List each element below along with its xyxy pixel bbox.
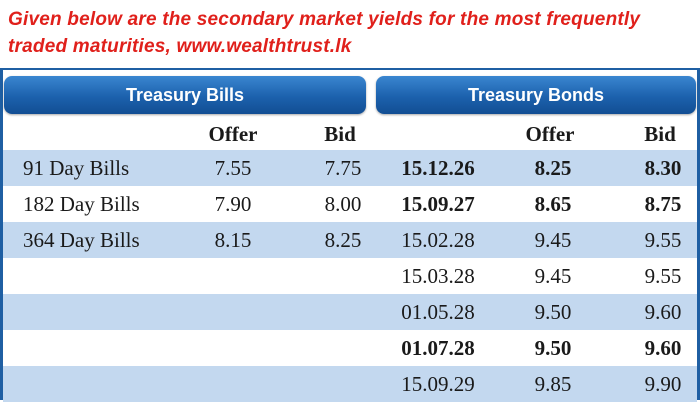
table-row: 182 Day Bills 7.90 8.00 15.09.27 8.65 8.… xyxy=(3,186,697,222)
bond-maturity: 01.07.28 xyxy=(401,336,475,360)
table-row: 15.09.29 9.85 9.90 xyxy=(3,366,697,402)
bill-bid: 8.25 xyxy=(324,228,362,252)
bond-bid: 9.55 xyxy=(644,228,682,252)
bond-offer: 9.50 xyxy=(534,300,572,324)
bills-bid-column-header: Bid xyxy=(324,122,356,146)
bill-name: 182 Day Bills xyxy=(23,192,140,216)
treasury-bonds-header: Treasury Bonds xyxy=(376,76,696,114)
bond-offer: 8.25 xyxy=(534,156,572,180)
bonds-offer-column-header: Offer xyxy=(525,122,575,146)
bond-offer: 8.65 xyxy=(534,192,572,216)
bond-bid: 9.60 xyxy=(644,300,682,324)
bonds-bid-column-header: Bid xyxy=(644,122,676,146)
bond-bid: 9.60 xyxy=(644,336,682,360)
bill-name: 364 Day Bills xyxy=(23,228,140,252)
bill-bid: 7.75 xyxy=(324,156,362,180)
treasury-bills-header: Treasury Bills xyxy=(4,76,366,114)
table-row: 364 Day Bills 8.15 8.25 15.02.28 9.45 9.… xyxy=(3,222,697,258)
table-row: 01.07.28 9.50 9.60 xyxy=(3,330,697,366)
bond-maturity: 01.05.28 xyxy=(401,300,475,324)
bill-offer: 7.55 xyxy=(214,156,252,180)
table-row: 15.03.28 9.45 9.55 xyxy=(3,258,697,294)
yields-table: Treasury Bills Treasury Bonds Offer Bid … xyxy=(0,68,700,402)
bond-maturity: 15.03.28 xyxy=(401,264,475,288)
bond-maturity: 15.02.28 xyxy=(401,228,475,252)
bond-maturity: 15.12.26 xyxy=(401,156,475,180)
bill-name: 91 Day Bills xyxy=(23,156,130,180)
table-row: 01.05.28 9.50 9.60 xyxy=(3,294,697,330)
bond-offer: 9.50 xyxy=(534,336,572,360)
bond-maturity: 15.09.29 xyxy=(401,372,475,396)
bond-offer: 9.45 xyxy=(534,228,572,252)
bills-offer-column-header: Offer xyxy=(208,122,258,146)
table-row: 91 Day Bills 7.55 7.75 15.12.26 8.25 8.3… xyxy=(3,150,697,186)
bond-maturity: 15.09.27 xyxy=(401,192,475,216)
bond-offer: 9.45 xyxy=(534,264,572,288)
bond-offer: 9.85 xyxy=(534,372,572,396)
bond-bid: 9.55 xyxy=(644,264,682,288)
bill-offer: 8.15 xyxy=(214,228,252,252)
bill-bid: 8.00 xyxy=(324,192,362,216)
bill-offer: 7.90 xyxy=(214,192,252,216)
bond-bid: 8.30 xyxy=(644,156,682,180)
bond-bid: 9.90 xyxy=(644,372,682,396)
yields-caption: Given below are the secondary market yie… xyxy=(8,9,641,57)
bond-bid: 8.75 xyxy=(644,192,682,216)
